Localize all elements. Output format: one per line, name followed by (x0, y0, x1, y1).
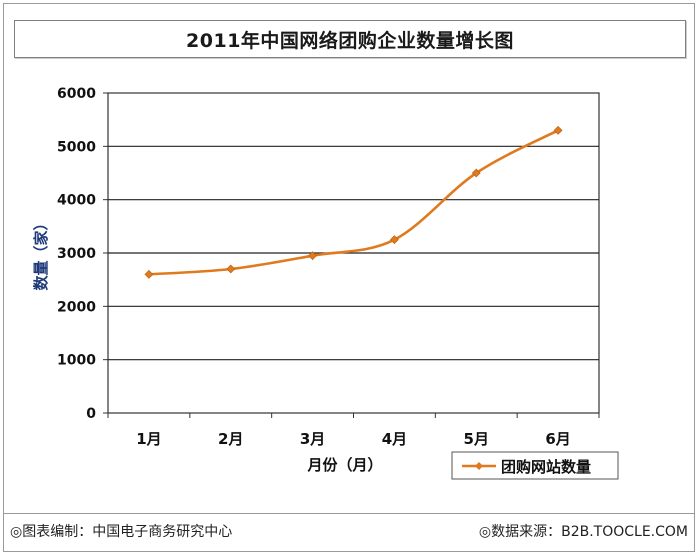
y-tick-label: 6000 (57, 86, 96, 102)
x-tick-label: 2月 (218, 430, 243, 448)
legend-marker-swatch (475, 462, 483, 470)
footer-data-source: ◎数据来源：B2B.TOOCLE.COM (478, 524, 688, 540)
chart-title-box: 2011年中国网络团购企业数量增长图 (14, 20, 686, 58)
series-line (147, 129, 560, 276)
data-point-marker (226, 264, 236, 274)
y-tick-label: 5000 (57, 139, 96, 155)
legend: 团购网站数量 (451, 451, 619, 480)
x-tick-label: 5月 (464, 430, 489, 448)
x-axis-ticks: 1月 2月 3月 4月 5月 6月 (107, 413, 600, 448)
y-axis-label: 数量（家） (32, 215, 50, 290)
data-point-marker (144, 269, 154, 279)
data-point-marker (553, 125, 563, 135)
x-tick-label: 4月 (382, 430, 407, 448)
x-tick-label: 6月 (545, 430, 570, 448)
y-tick-label: 4000 (57, 193, 96, 209)
data-point-marker (308, 251, 318, 261)
y-tick-label: 2000 (57, 299, 96, 315)
chart-title: 2011年中国网络团购企业数量增长图 (186, 29, 514, 52)
y-tick-label: 0 (86, 406, 96, 422)
gridlines (108, 145, 599, 361)
footer-source-compiler: ◎图表编制：中国电子商务研究中心 (10, 524, 233, 540)
data-point-marker (471, 168, 481, 178)
y-tick-label: 1000 (57, 353, 96, 369)
legend-series-label: 团购网站数量 (501, 458, 591, 476)
x-tick-label: 1月 (136, 430, 161, 448)
x-axis-label: 月份（月） (306, 456, 382, 474)
data-point-marker (389, 235, 399, 245)
x-tick-label: 3月 (300, 430, 325, 448)
footer-divider (3, 513, 695, 514)
y-axis-ticks: 0 1000 2000 3000 4000 5000 6000 (57, 86, 108, 422)
y-tick-label: 3000 (57, 246, 96, 262)
series-group (144, 125, 563, 279)
